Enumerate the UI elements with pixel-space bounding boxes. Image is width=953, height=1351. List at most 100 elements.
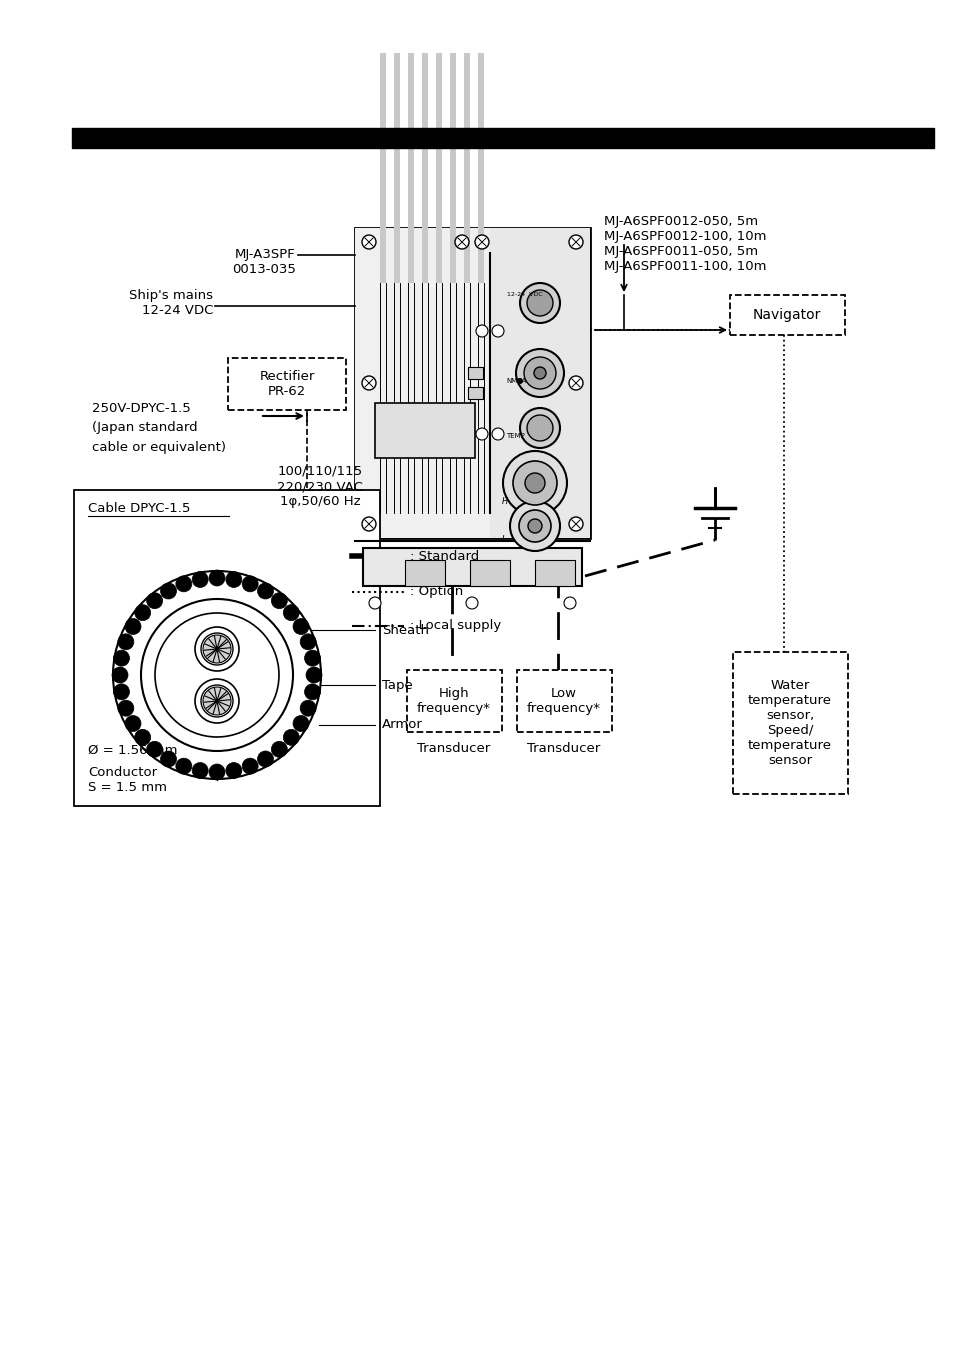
Circle shape xyxy=(293,619,309,635)
Circle shape xyxy=(527,519,541,534)
Circle shape xyxy=(242,576,258,592)
Circle shape xyxy=(203,688,231,715)
Circle shape xyxy=(361,517,375,531)
Bar xyxy=(490,228,589,538)
Circle shape xyxy=(160,584,176,598)
Circle shape xyxy=(300,700,315,716)
Circle shape xyxy=(118,700,133,716)
Bar xyxy=(71,128,933,149)
Text: L: L xyxy=(501,535,506,544)
Circle shape xyxy=(517,378,522,384)
Circle shape xyxy=(242,758,258,774)
Circle shape xyxy=(369,597,380,609)
Bar xyxy=(450,53,456,282)
Bar xyxy=(470,561,510,586)
Text: 2: 2 xyxy=(194,770,201,780)
Circle shape xyxy=(209,570,225,586)
Bar xyxy=(379,53,386,282)
Bar xyxy=(468,367,482,380)
Bar xyxy=(463,53,470,282)
Text: H: H xyxy=(501,497,508,505)
Text: Navigator: Navigator xyxy=(752,308,821,322)
Text: TEMP: TEMP xyxy=(505,434,524,439)
Text: (Japan standard: (Japan standard xyxy=(91,422,197,435)
Bar xyxy=(74,490,379,807)
Circle shape xyxy=(175,758,192,774)
Text: Tape: Tape xyxy=(381,678,413,692)
Text: 100/110/115
220/230 VAC
1φ,50/60 Hz: 100/110/115 220/230 VAC 1φ,50/60 Hz xyxy=(276,465,362,508)
Circle shape xyxy=(201,685,233,717)
Bar xyxy=(363,549,581,586)
Circle shape xyxy=(568,376,582,390)
Circle shape xyxy=(476,326,488,336)
Text: High
frequency*: High frequency* xyxy=(416,688,491,715)
Text: Rectifier
PR-62: Rectifier PR-62 xyxy=(259,370,314,399)
Circle shape xyxy=(226,571,242,588)
Circle shape xyxy=(257,584,274,598)
Bar xyxy=(468,386,482,399)
Circle shape xyxy=(203,635,231,663)
Circle shape xyxy=(523,357,556,389)
Text: Cable DPYC-1.5: Cable DPYC-1.5 xyxy=(88,503,191,515)
Circle shape xyxy=(113,650,130,666)
Circle shape xyxy=(112,571,320,780)
Text: Sheath: Sheath xyxy=(381,624,429,636)
Bar xyxy=(405,561,444,586)
Circle shape xyxy=(513,461,557,505)
Bar xyxy=(732,653,847,794)
Circle shape xyxy=(141,598,293,751)
Text: : Option: : Option xyxy=(410,585,463,598)
Circle shape xyxy=(516,349,563,397)
Bar xyxy=(421,53,428,282)
Circle shape xyxy=(134,730,151,746)
Circle shape xyxy=(293,716,309,731)
Text: 250V-DPYC-1.5: 250V-DPYC-1.5 xyxy=(91,401,194,415)
Text: 12-24  VDC: 12-24 VDC xyxy=(506,293,542,297)
Bar xyxy=(436,53,441,282)
Text: Water
temperature
sensor,
Speed/
temperature
sensor: Water temperature sensor, Speed/ tempera… xyxy=(747,680,831,767)
Circle shape xyxy=(476,428,488,440)
Circle shape xyxy=(201,634,233,665)
Circle shape xyxy=(112,667,128,684)
Circle shape xyxy=(526,415,553,440)
Bar xyxy=(228,358,346,409)
Circle shape xyxy=(192,762,208,778)
Text: Armor: Armor xyxy=(381,719,422,731)
Text: NMEA: NMEA xyxy=(505,378,526,384)
Circle shape xyxy=(568,517,582,531)
Circle shape xyxy=(518,509,551,542)
Text: Ø = 1.56 mm: Ø = 1.56 mm xyxy=(88,744,177,757)
Bar xyxy=(355,228,589,538)
Circle shape xyxy=(118,634,133,650)
Circle shape xyxy=(283,605,299,620)
Text: cable or equivalent): cable or equivalent) xyxy=(91,442,226,454)
Circle shape xyxy=(154,613,278,738)
Bar xyxy=(477,53,483,282)
Circle shape xyxy=(534,367,545,380)
Bar xyxy=(407,670,501,732)
Circle shape xyxy=(361,376,375,390)
Circle shape xyxy=(510,501,559,551)
Circle shape xyxy=(300,634,315,650)
Circle shape xyxy=(568,235,582,249)
Circle shape xyxy=(194,680,239,723)
Circle shape xyxy=(306,667,322,684)
Circle shape xyxy=(361,235,375,249)
Text: Conductor
S = 1.5 mm: Conductor S = 1.5 mm xyxy=(88,766,167,794)
Circle shape xyxy=(519,408,559,449)
Circle shape xyxy=(226,762,242,778)
Text: MJ-A6SPF0012-050, 5m
MJ-A6SPF0012-100, 10m
MJ-A6SPF0011-050, 5m
MJ-A6SPF0011-100: MJ-A6SPF0012-050, 5m MJ-A6SPF0012-100, 1… xyxy=(603,215,765,273)
Circle shape xyxy=(519,282,559,323)
Circle shape xyxy=(526,290,553,316)
Circle shape xyxy=(147,742,162,758)
Circle shape xyxy=(524,473,544,493)
Circle shape xyxy=(147,593,162,609)
Bar xyxy=(355,228,490,538)
Text: : Local supply: : Local supply xyxy=(410,620,500,632)
Circle shape xyxy=(175,576,192,592)
Circle shape xyxy=(257,751,274,767)
Bar xyxy=(517,670,612,732)
Circle shape xyxy=(134,605,151,620)
Circle shape xyxy=(113,684,130,700)
Bar xyxy=(535,561,575,586)
